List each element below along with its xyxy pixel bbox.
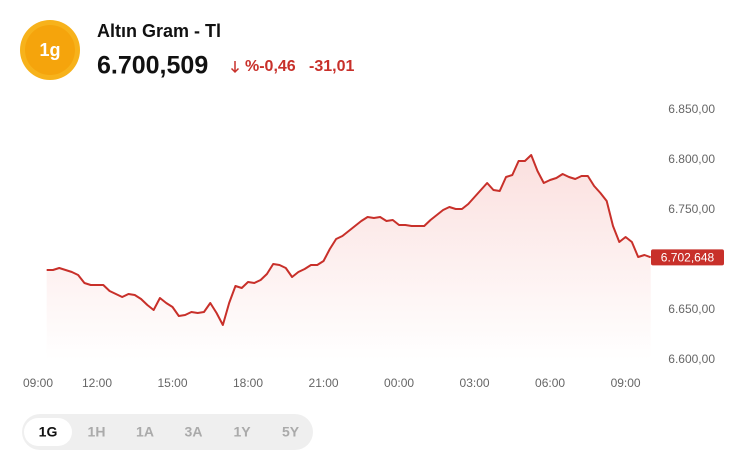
price: 6.700,509 — [97, 52, 208, 80]
x-tick-label: 15:00 — [158, 376, 188, 390]
tab-bar — [22, 414, 313, 450]
icon-text: 1g — [39, 40, 60, 60]
x-tick-label: 06:00 — [535, 376, 565, 390]
x-tick-label: 09:00 — [611, 376, 641, 390]
x-tick-label: 00:00 — [384, 376, 414, 390]
tab-active-bg — [24, 418, 72, 446]
x-tick-label: 09:00 — [23, 376, 53, 390]
change: -31,01 — [309, 58, 354, 75]
y-tick-label: 6.750,00 — [668, 202, 715, 216]
tab[interactable]: 1Y — [233, 424, 251, 440]
x-tick-label: 12:00 — [82, 376, 112, 390]
icon-inner — [25, 25, 75, 75]
change-pct: %-0,46 — [245, 58, 296, 75]
y-tick-label: 6.850,00 — [668, 102, 715, 116]
y-tick-label: 6.800,00 — [668, 152, 715, 166]
tab[interactable]: 5Y — [282, 424, 300, 440]
tab[interactable]: 1H — [88, 424, 106, 440]
y-tick-label: 6.650,00 — [668, 302, 715, 316]
tab[interactable]: 1G — [39, 424, 58, 440]
line — [46, 154, 652, 326]
x-tick-label: 21:00 — [309, 376, 339, 390]
y-tick-label: 6.600,00 — [668, 352, 715, 366]
down-arrow — [230, 61, 240, 74]
area — [46, 155, 651, 360]
last-label-box — [651, 249, 724, 266]
x-tick-label: 03:00 — [460, 376, 490, 390]
tab[interactable]: 3A — [185, 424, 203, 440]
title: Altın Gram - Tl — [97, 21, 221, 41]
x-tick-label: 18:00 — [233, 376, 263, 390]
last-label: 6.702,648 — [661, 251, 715, 265]
tab[interactable]: 1A — [136, 424, 154, 440]
